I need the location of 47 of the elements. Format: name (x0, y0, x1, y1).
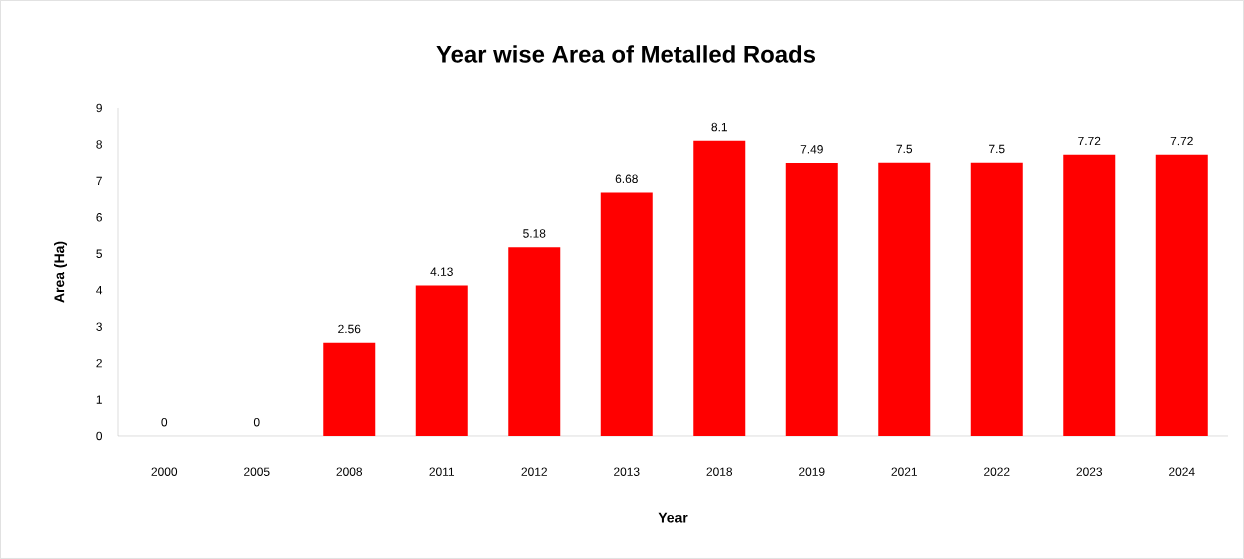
y-tick-label: 0 (96, 431, 103, 441)
data-label: 2.56 (338, 324, 361, 334)
data-label: 7.5 (896, 144, 913, 154)
bar (693, 140, 746, 436)
bar (970, 162, 1023, 436)
bar (508, 247, 561, 436)
x-tick-label: 2013 (614, 467, 640, 476)
x-tick-label: 2008 (336, 467, 363, 476)
x-tick-label: 2023 (1076, 467, 1103, 476)
x-tick-label: 2024 (1169, 467, 1195, 476)
x-tick-label: 2022 (984, 467, 1010, 476)
x-tick-label: 2018 (706, 467, 733, 476)
bar (600, 192, 653, 436)
chart-title: Year wise Area of Metalled Roads (436, 45, 815, 63)
data-label: 5.18 (523, 229, 546, 238)
y-tick-label: 1 (96, 395, 102, 404)
x-tick-label: 2019 (799, 467, 825, 476)
y-axis-title: Area (Ha) (54, 241, 67, 303)
data-label: 0 (253, 418, 260, 427)
y-tick-label: 2 (96, 358, 102, 368)
y-tick-label: 9 (96, 103, 102, 113)
y-tick-label: 5 (96, 249, 102, 258)
data-label: 7.5 (989, 144, 1005, 154)
x-tick-label: 2021 (891, 467, 917, 476)
x-axis-title: Year (658, 512, 688, 523)
y-tick-label: 4 (96, 286, 103, 295)
bar (1155, 154, 1208, 436)
x-tick-label: 2012 (521, 467, 547, 476)
data-label: 6.68 (615, 174, 638, 184)
bar (878, 162, 931, 436)
x-tick-label: 2011 (429, 467, 455, 476)
x-tick-label: 2005 (244, 467, 270, 476)
data-label: 8.1 (711, 122, 727, 132)
data-label: 7.72 (1078, 136, 1101, 146)
y-tick-label: 7 (96, 176, 102, 185)
data-label: 4.13 (430, 267, 453, 276)
data-label: 0 (161, 418, 168, 427)
y-tick-label: 3 (96, 322, 102, 331)
bar (1063, 154, 1116, 436)
bar (323, 342, 376, 436)
bar (415, 285, 468, 436)
data-label: 7.72 (1170, 136, 1193, 146)
x-tick-label: 2000 (151, 467, 178, 476)
y-tick-label: 8 (96, 140, 102, 149)
y-tick-label: 6 (96, 213, 102, 222)
data-label: 7.49 (800, 145, 823, 154)
bar (785, 163, 838, 436)
